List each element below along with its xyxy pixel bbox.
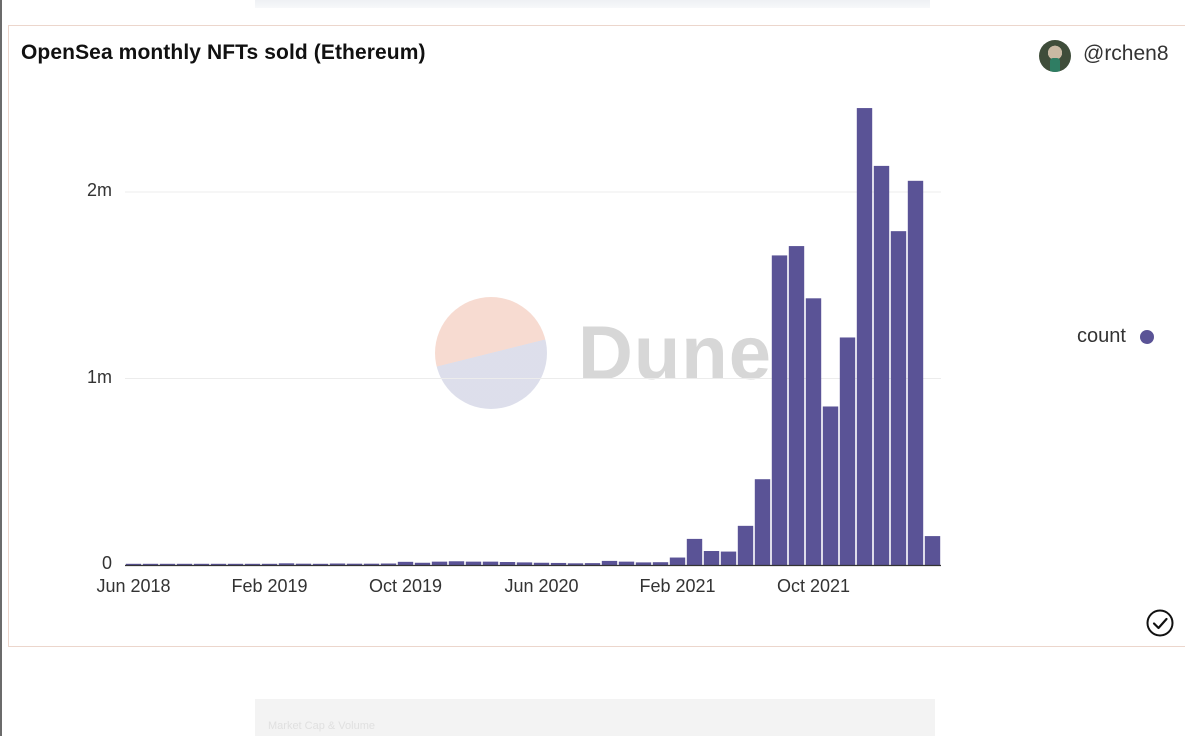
bar-2019-05[interactable] (312, 563, 329, 565)
user-avatar[interactable] (1039, 40, 1071, 72)
x-tick-label: Jun 2020 (504, 576, 579, 596)
bar-2018-07[interactable] (142, 563, 159, 565)
bar-2020-02[interactable] (465, 561, 482, 565)
chart-card (8, 25, 1185, 647)
bar-2019-07[interactable] (346, 563, 363, 565)
x-tick-label: Feb 2021 (639, 576, 716, 596)
bar-2022-02[interactable] (873, 165, 890, 565)
bar-2021-01[interactable] (652, 562, 669, 565)
bar-2019-11[interactable] (414, 562, 431, 565)
background-page-fragment-bottom (255, 699, 935, 736)
bar-2020-10[interactable] (601, 560, 618, 565)
bar-2021-11[interactable] (822, 406, 839, 566)
bar-2019-06[interactable] (329, 563, 346, 565)
background-fragment-title: Market Cap & Volume (268, 720, 375, 732)
bar-2019-03[interactable] (278, 563, 295, 565)
bar-2020-07[interactable] (550, 562, 567, 565)
bar-2019-12[interactable] (431, 561, 448, 565)
bar-2021-07[interactable] (754, 479, 771, 565)
bar-2018-08[interactable] (159, 563, 176, 565)
bar-2020-08[interactable] (567, 563, 584, 565)
bar-2020-09[interactable] (584, 563, 601, 565)
bar-2018-06[interactable] (125, 563, 142, 565)
bar-2018-10[interactable] (193, 563, 210, 565)
bar-2021-06[interactable] (737, 525, 754, 565)
bar-2018-12[interactable] (227, 563, 244, 565)
bar-2020-11[interactable] (618, 561, 635, 565)
x-tick-label: Jun 2018 (96, 576, 171, 596)
bar-2020-03[interactable] (482, 561, 499, 565)
bar-2020-05[interactable] (516, 562, 533, 565)
bar-2020-06[interactable] (533, 562, 550, 565)
bar-2021-10[interactable] (805, 298, 822, 565)
dune-logo-icon (435, 297, 547, 409)
bar-2019-02[interactable] (261, 563, 278, 565)
y-tick-label: 1m (86, 366, 112, 387)
bar-2019-01[interactable] (244, 563, 261, 565)
watermark-text: Dune (578, 311, 772, 396)
legend-item-count-marker[interactable] (1140, 330, 1154, 344)
bar-2019-08[interactable] (363, 563, 380, 565)
bar-2018-11[interactable] (210, 563, 227, 565)
bar-2020-01[interactable] (448, 561, 465, 565)
bar-2021-04[interactable] (703, 551, 720, 565)
bar-2020-04[interactable] (499, 562, 516, 565)
chart-title: OpenSea monthly NFTs sold (Ethereum) (21, 41, 426, 64)
x-tick-label: Oct 2021 (776, 576, 851, 596)
bar-2022-01[interactable] (856, 108, 873, 565)
bar-2021-02[interactable] (669, 557, 686, 565)
bar-2022-05[interactable] (924, 536, 941, 565)
x-tick-label: Oct 2019 (368, 576, 443, 596)
bar-2021-12[interactable] (839, 337, 856, 565)
bar-2021-03[interactable] (686, 538, 703, 565)
y-tick-label: 2m (86, 180, 112, 200)
x-tick-label: Feb 2019 (231, 576, 308, 596)
bar-2022-03[interactable] (890, 231, 907, 565)
bar-2019-09[interactable] (380, 563, 397, 565)
bar-2018-09[interactable] (176, 563, 193, 565)
legend-item-count-label[interactable]: count (1077, 325, 1126, 347)
window-edge (0, 0, 2, 736)
bar-2022-04[interactable] (907, 180, 924, 565)
background-page-fragment-top (255, 0, 930, 8)
bar-2021-08[interactable] (771, 255, 788, 565)
bar-2019-10[interactable] (397, 561, 414, 565)
bar-2021-09[interactable] (788, 246, 805, 565)
check-circle-icon[interactable] (1146, 609, 1174, 637)
bar-2019-04[interactable] (295, 563, 312, 565)
author-username[interactable]: @rchen8 (1083, 42, 1169, 65)
bar-2020-12[interactable] (635, 562, 652, 565)
bar-2021-05[interactable] (720, 551, 737, 565)
y-tick-label: 0 (101, 553, 112, 573)
